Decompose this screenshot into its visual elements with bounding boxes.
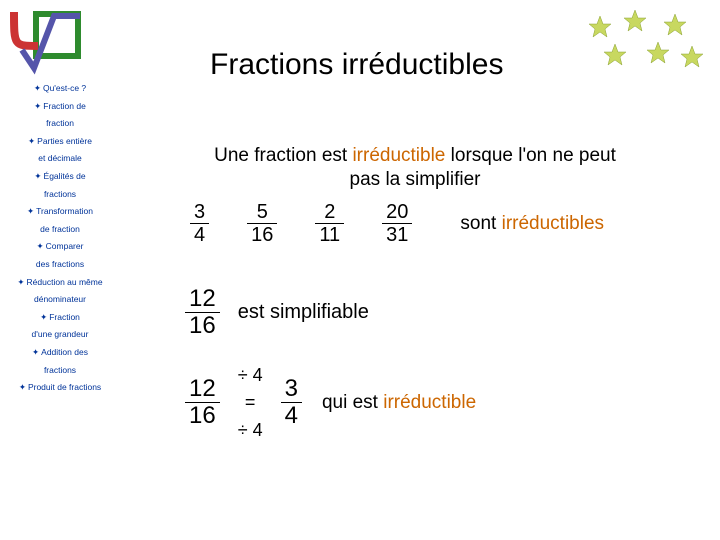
sidebar-item-label: Égalités de (44, 171, 86, 181)
definition-line-1: Une fraction est irréductible lorsque l'… (120, 145, 710, 167)
sidebar-item[interactable]: ✦Parties entière (0, 133, 120, 151)
fractions-suffix: sont irréductibles (460, 213, 604, 235)
text: Une fraction est (214, 145, 352, 166)
sidebar-item[interactable]: d'une grandeur (0, 326, 120, 344)
text: lorsque l'on ne peut (445, 145, 616, 166)
bullet-icon: ✦ (28, 136, 35, 146)
sidebar-item-label: et décimale (38, 153, 81, 163)
accent-word: irréductibles (502, 213, 604, 234)
numerator: 2 (320, 201, 339, 223)
sidebar-item-label: Fraction (49, 312, 80, 322)
sidebar-item-label: Addition des (41, 347, 88, 357)
calculation-row: 12 16 ÷ 4 = ÷ 4 3 4 qui est irréductible (185, 364, 710, 442)
fraction-left: 12 16 (185, 376, 220, 430)
sidebar-item[interactable]: ✦Réduction au même (0, 274, 120, 292)
stars-decoration-icon (580, 6, 710, 76)
sidebar-item-label: Fraction de (43, 101, 86, 111)
denominator: 16 (185, 313, 220, 339)
fraction: 34 (190, 201, 209, 246)
text: qui est (322, 392, 383, 413)
sidebar-item[interactable]: ✦Addition des (0, 344, 120, 362)
sidebar-item-label: des fractions (36, 259, 84, 269)
fraction: 516 (247, 201, 277, 246)
numerator: 12 (185, 286, 220, 312)
sidebar-item[interactable]: ✦Transformation (0, 203, 120, 221)
sidebar-item-label: Transformation (36, 206, 93, 216)
sidebar-item[interactable]: ✦Qu'est-ce ? (0, 80, 120, 98)
sidebar-item-label: fractions (44, 365, 76, 375)
fraction: 2031 (382, 201, 412, 246)
denominator: 4 (281, 403, 302, 429)
fractions-row: 34 516 211 2031 sont irréductibles (190, 201, 710, 246)
sidebar-item[interactable]: ✦Égalités de (0, 168, 120, 186)
accent-word: irréductible (352, 145, 445, 166)
bullet-icon: ✦ (27, 206, 34, 216)
denominator: 16 (247, 224, 277, 246)
simplifiable-row: 12 16 est simplifiable (185, 286, 710, 340)
bullet-icon: ✦ (17, 277, 24, 287)
sidebar-item[interactable]: des fractions (0, 256, 120, 274)
bullet-icon: ✦ (34, 83, 41, 93)
numerator: 20 (382, 201, 412, 223)
sidebar-item-label: de fraction (40, 224, 80, 234)
equals-sign: = (245, 391, 256, 414)
page-title: Fractions irréductibles (210, 48, 503, 82)
sidebar-item-label: dénominateur (34, 294, 86, 304)
logo-icon (8, 6, 88, 76)
sidebar-item[interactable]: dénominateur (0, 291, 120, 309)
bullet-icon: ✦ (37, 241, 44, 251)
accent-word: irréductible (383, 392, 476, 413)
divide-top: ÷ 4 (238, 364, 263, 387)
fraction: 12 16 (185, 286, 220, 340)
sidebar-item[interactable]: fraction (0, 115, 120, 133)
sidebar-item[interactable]: ✦Fraction (0, 309, 120, 327)
sidebar-item[interactable]: et décimale (0, 150, 120, 168)
sidebar-item-label: fraction (46, 118, 74, 128)
sidebar-nav: ✦Qu'est-ce ?✦Fraction defraction✦Parties… (0, 80, 120, 397)
bullet-icon: ✦ (32, 347, 39, 357)
equals-column: ÷ 4 = ÷ 4 (238, 364, 263, 442)
sidebar-item[interactable]: fractions (0, 186, 120, 204)
denominator: 31 (382, 224, 412, 246)
sidebar-item-label: Qu'est-ce ? (43, 83, 86, 93)
definition-line-2: pas la simplifier (120, 169, 710, 191)
bullet-icon: ✦ (34, 171, 41, 181)
sidebar-item-label: Parties entière (37, 136, 92, 146)
main-content: Une fraction est irréductible lorsque l'… (120, 145, 710, 442)
result-text: qui est irréductible (322, 392, 476, 414)
sidebar-item-label: fractions (44, 189, 76, 199)
denominator: 11 (315, 224, 344, 246)
text: est simplifiable (238, 301, 369, 324)
bullet-icon: ✦ (34, 101, 41, 111)
denominator: 4 (190, 224, 209, 246)
numerator: 3 (281, 376, 302, 402)
sidebar-item[interactable]: de fraction (0, 221, 120, 239)
bullet-icon: ✦ (19, 382, 26, 392)
sidebar-item[interactable]: ✦Produit de fractions (0, 379, 120, 397)
sidebar-item-label: Comparer (46, 241, 84, 251)
denominator: 16 (185, 403, 220, 429)
text: sont (460, 213, 501, 234)
sidebar-item[interactable]: ✦Fraction de (0, 98, 120, 116)
sidebar-item-label: Produit de fractions (28, 382, 101, 392)
sidebar-item-label: d'une grandeur (32, 329, 89, 339)
numerator: 12 (185, 376, 220, 402)
sidebar-item[interactable]: fractions (0, 362, 120, 380)
fraction-right: 3 4 (281, 376, 302, 430)
fraction: 211 (315, 201, 344, 246)
sidebar-item[interactable]: ✦Comparer (0, 238, 120, 256)
sidebar-item-label: Réduction au même (27, 277, 103, 287)
divide-bottom: ÷ 4 (238, 419, 263, 442)
bullet-icon: ✦ (40, 312, 47, 322)
numerator: 3 (190, 201, 209, 223)
numerator: 5 (253, 201, 272, 223)
